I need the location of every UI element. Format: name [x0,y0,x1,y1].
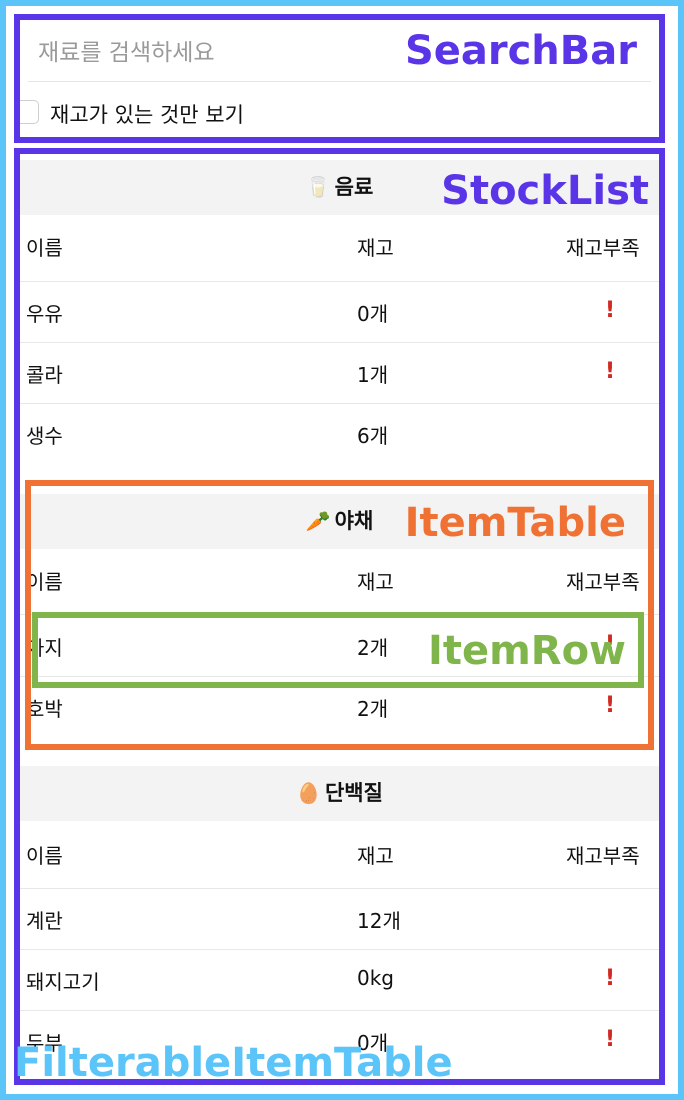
item-stock: 0개 [357,302,389,326]
category-name: 단백질 [324,781,383,805]
table-header-row: 이름 재고 재고부족 [20,824,659,884]
search-input[interactable] [28,26,668,80]
item-stock: 0개 [357,1031,389,1055]
item-row-highlight: ItemRow [32,612,644,688]
filterable-annotation-label: FilterableItemTable [14,1040,453,1086]
table-header-row: 이름 재고 재고부족 [20,550,659,610]
column-name-header: 이름 [26,844,63,868]
row-divider [20,1010,659,1011]
table-row: 호박 2개 ! [20,677,659,737]
low-stock-warning-icon: ! [604,298,616,323]
column-low-stock-header: 재고부족 [566,570,640,594]
category-name: 야채 [334,509,374,533]
item-name: 계란 [26,909,63,933]
item-name: 돼지고기 [26,970,100,994]
searchbar-annotation-label: SearchBar [404,28,637,74]
table-row: 콜라 1개 ! [20,343,659,403]
column-stock-header: 재고 [357,844,394,868]
table-row: 계란 12개 [20,889,659,949]
table-row: 두부 0개 ! [20,1011,659,1071]
item-name: 호박 [26,697,63,721]
itemrow-annotation-label: ItemRow [427,628,626,674]
row-divider [20,676,659,677]
column-name-header: 이름 [26,570,63,594]
low-stock-warning-icon: ! [604,359,616,384]
item-name: 우유 [26,302,63,326]
item-name: 콜라 [26,363,63,387]
row-divider [20,342,659,343]
item-table-highlight: ItemTable [25,480,654,750]
milk-icon: 🥛 [305,175,331,199]
carrot-icon: 🥕 [305,509,331,533]
item-stock: 0kg [357,966,395,990]
low-stock-warning-icon: ! [604,693,616,718]
table-row: 돼지고기 0kg ! [20,950,659,1010]
column-stock-header: 재고 [357,570,394,594]
item-stock: 1개 [357,363,389,387]
column-stock-header: 재고 [357,236,394,260]
item-name: 두부 [26,1031,63,1055]
low-stock-warning-icon: ! [604,1027,616,1052]
category-header-vegetables: 🥕 야채 [20,494,659,549]
in-stock-only-checkbox[interactable] [20,100,39,124]
item-stock: 6개 [357,424,389,448]
low-stock-warning-icon: ! [604,966,616,991]
search-divider [28,81,651,82]
row-divider [20,888,659,889]
category-header-drinks: 🥛 음료 [20,160,659,215]
row-divider [20,403,659,404]
table-row: 생수 6개 [20,404,659,464]
search-bar: 재고가 있는 것만 보기 SearchBar [14,14,668,143]
column-name-header: 이름 [26,236,63,260]
table-header-row: 이름 재고 재고부족 [20,216,659,276]
item-name: 생수 [26,424,63,448]
egg-icon: 🥚 [296,781,321,805]
column-low-stock-header: 재고부족 [566,236,640,260]
category-name: 음료 [334,175,374,199]
column-low-stock-header: 재고부족 [566,844,640,868]
category-header-protein: 🥚 단백질 [20,766,659,821]
row-divider [20,281,659,282]
item-stock: 12개 [357,909,401,933]
table-row: 우유 0개 ! [20,282,659,342]
in-stock-only-label: 재고가 있는 것만 보기 [50,103,244,127]
item-stock: 2개 [357,636,389,660]
stocklist-annotation-label: StockList [441,168,649,214]
low-stock-warning-icon: ! [604,632,616,657]
row-divider [20,949,659,950]
item-stock: 2개 [357,697,389,721]
itemtable-annotation-label: ItemTable [404,500,626,546]
